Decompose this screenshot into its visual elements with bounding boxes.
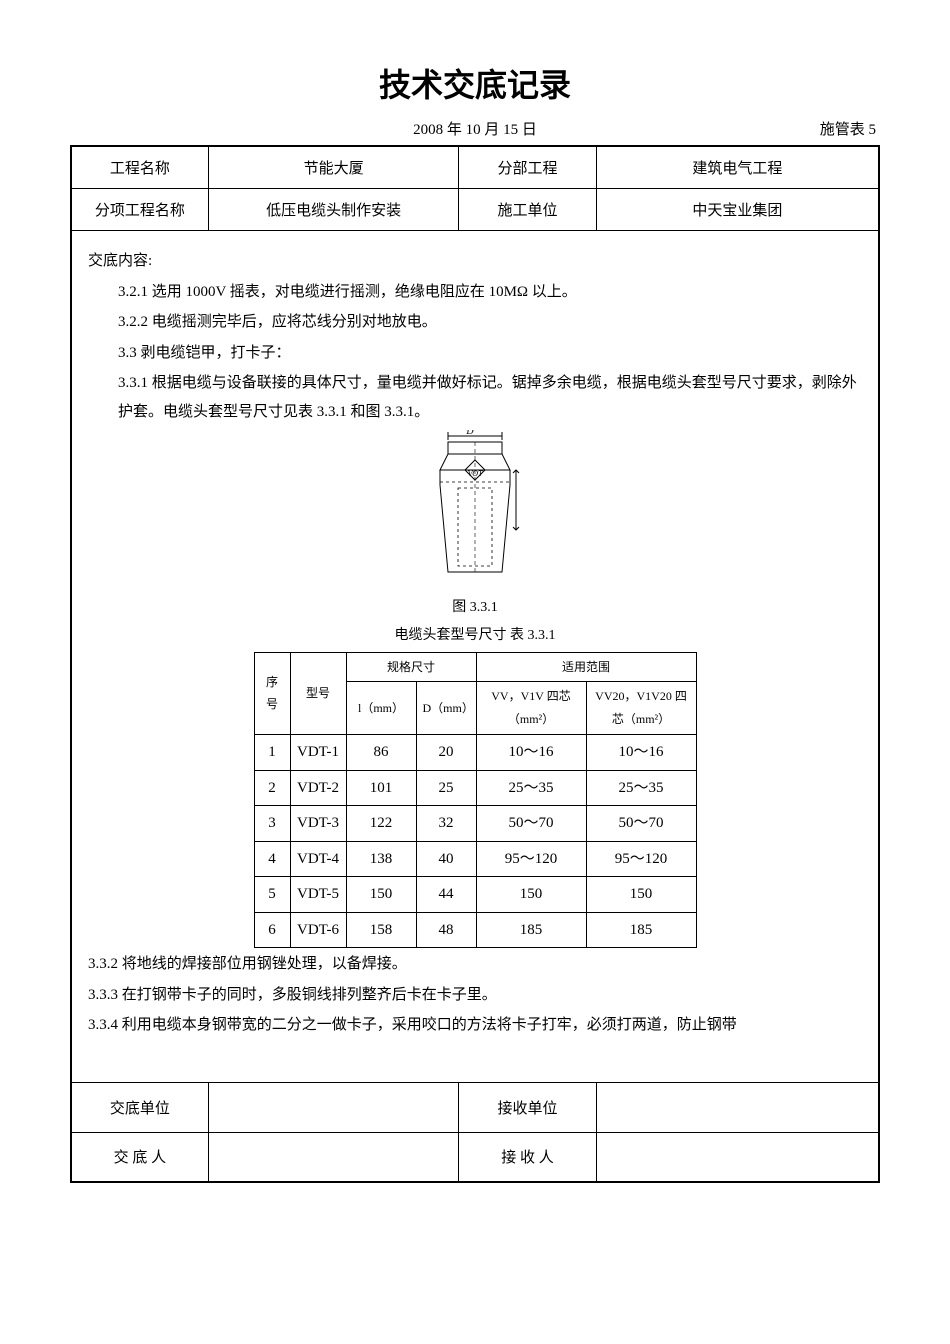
table-cell: VDT-1: [290, 735, 346, 771]
table-cell: 158: [346, 912, 416, 948]
sub-name-label: 分项工程名称: [71, 189, 208, 231]
table-cell: VDT-5: [290, 877, 346, 913]
project-name: 节能大厦: [208, 146, 458, 189]
table-cell: 5: [254, 877, 290, 913]
table-cell: 185: [476, 912, 586, 948]
table-cell: 150: [346, 877, 416, 913]
sub-name: 低压电缆头制作安装: [208, 189, 458, 231]
svg-text:D: D: [465, 430, 474, 437]
table-cell: 32: [416, 806, 476, 842]
table-cell: 95～120: [476, 841, 586, 877]
content-p7: 3.3.4 利用电缆本身钢带宽的二分之一做卡子，采用咬口的方法将卡子打牢，必须打…: [88, 1011, 862, 1040]
table-cell: 50～70: [476, 806, 586, 842]
header-row-2: 分项工程名称 低压电缆头制作安装 施工单位 中天宝业集团: [71, 189, 879, 231]
content-cell: 交底内容: 3.2.1 选用 1000V 摇表，对电缆进行摇测，绝缘电阻应在 1…: [71, 231, 879, 1083]
table-row: 2VDT-21012525～3525～35: [254, 770, 696, 806]
table-cell: 95～120: [586, 841, 696, 877]
footer-r2: 接 收 人: [459, 1132, 596, 1182]
content-p4: 3.3.1 根据电缆与设备联接的具体尺寸，量电缆并做好标记。锯掉多余电缆，根据电…: [118, 369, 862, 426]
table-cell: 3: [254, 806, 290, 842]
footer-l2-value: [208, 1132, 458, 1182]
table-cell: 86: [346, 735, 416, 771]
footer-l1-value: [208, 1082, 458, 1132]
table-cell: 10～16: [476, 735, 586, 771]
table-cell: 25: [416, 770, 476, 806]
table-row: 5VDT-515044150150: [254, 877, 696, 913]
col-spec: 规格尺寸: [346, 652, 476, 682]
project-name-label: 工程名称: [71, 146, 208, 189]
footer-row-2: 交 底 人 接 收 人: [71, 1132, 879, 1182]
content-p5: 3.3.2 将地线的焊接部位用钢锉处理，以备焊接。: [88, 950, 862, 979]
footer-row-1: 交底单位 接收单位: [71, 1082, 879, 1132]
table-row: 4VDT-41384095～12095～120: [254, 841, 696, 877]
col-scope: 适用范围: [476, 652, 696, 682]
footer-l2: 交 底 人: [71, 1132, 208, 1182]
table-cell: 2: [254, 770, 290, 806]
table-cell: 40: [416, 841, 476, 877]
table-cell: VDT-2: [290, 770, 346, 806]
col-vv: VV，V1V 四芯（mm²）: [476, 682, 586, 735]
table-cell: 101: [346, 770, 416, 806]
cable-spec-table: 序号 型号 规格尺寸 适用范围 l（mm） D（mm） VV，V1V 四芯（mm…: [254, 652, 697, 948]
content-p1: 3.2.1 选用 1000V 摇表，对电缆进行摇测，绝缘电阻应在 10MΩ 以上…: [88, 278, 862, 307]
date-row: 2008 年 10 月 15 日 施管表 5: [70, 118, 880, 139]
footer-r1: 接收单位: [459, 1082, 596, 1132]
table-row: 6VDT-615848185185: [254, 912, 696, 948]
table-cell: 50～70: [586, 806, 696, 842]
content-p2: 3.2.2 电缆摇测完毕后，应将芯线分别对地放电。: [88, 308, 862, 337]
document-title: 技术交底记录: [70, 60, 880, 106]
col-d: D（mm）: [416, 682, 476, 735]
figure-caption: 图 3.3.1: [88, 595, 862, 622]
table-cell: 1: [254, 735, 290, 771]
unit-label: 施工单位: [459, 189, 596, 231]
table-cell: 4: [254, 841, 290, 877]
main-table: 工程名称 节能大厦 分部工程 建筑电气工程 分项工程名称 低压电缆头制作安装 施…: [70, 145, 880, 1183]
inner-table-caption: 电缆头套型号尺寸 表 3.3.1: [88, 623, 862, 650]
table-cell: 44: [416, 877, 476, 913]
section-label: 分部工程: [459, 146, 596, 189]
table-cell: 25～35: [476, 770, 586, 806]
table-row: 1VDT-1862010～1610～16: [254, 735, 696, 771]
table-cell: 150: [586, 877, 696, 913]
footer-r1-value: [596, 1082, 879, 1132]
footer-l1: 交底单位: [71, 1082, 208, 1132]
col-l: l（mm）: [346, 682, 416, 735]
form-label: 施管表 5: [756, 118, 876, 139]
footer-r2-value: [596, 1132, 879, 1182]
col-seq: 序号: [254, 652, 290, 734]
table-cell: 138: [346, 841, 416, 877]
table-cell: 25～35: [586, 770, 696, 806]
table-cell: 20: [416, 735, 476, 771]
col-model: 型号: [290, 652, 346, 734]
table-row: 3VDT-31223250～7050～70: [254, 806, 696, 842]
cable-head-diagram: D VOT: [88, 430, 862, 591]
header-row-1: 工程名称 节能大厦 分部工程 建筑电气工程: [71, 146, 879, 189]
table-cell: VDT-4: [290, 841, 346, 877]
section-value: 建筑电气工程: [596, 146, 879, 189]
table-cell: VDT-6: [290, 912, 346, 948]
unit-value: 中天宝业集团: [596, 189, 879, 231]
table-cell: 48: [416, 912, 476, 948]
content-p6: 3.3.3 在打钢带卡子的同时，多股铜线排列整齐后卡在卡子里。: [88, 981, 862, 1010]
content-p3: 3.3 剥电缆铠甲，打卡子：: [88, 339, 862, 368]
cable-diagram-svg: D VOT: [420, 430, 530, 580]
table-cell: 150: [476, 877, 586, 913]
document-date: 2008 年 10 月 15 日: [194, 118, 756, 139]
table-cell: 122: [346, 806, 416, 842]
table-cell: 6: [254, 912, 290, 948]
table-cell: VDT-3: [290, 806, 346, 842]
table-cell: 10～16: [586, 735, 696, 771]
col-vv20: VV20，V1V20 四芯（mm²）: [586, 682, 696, 735]
table-cell: 185: [586, 912, 696, 948]
content-heading: 交底内容:: [88, 247, 862, 276]
